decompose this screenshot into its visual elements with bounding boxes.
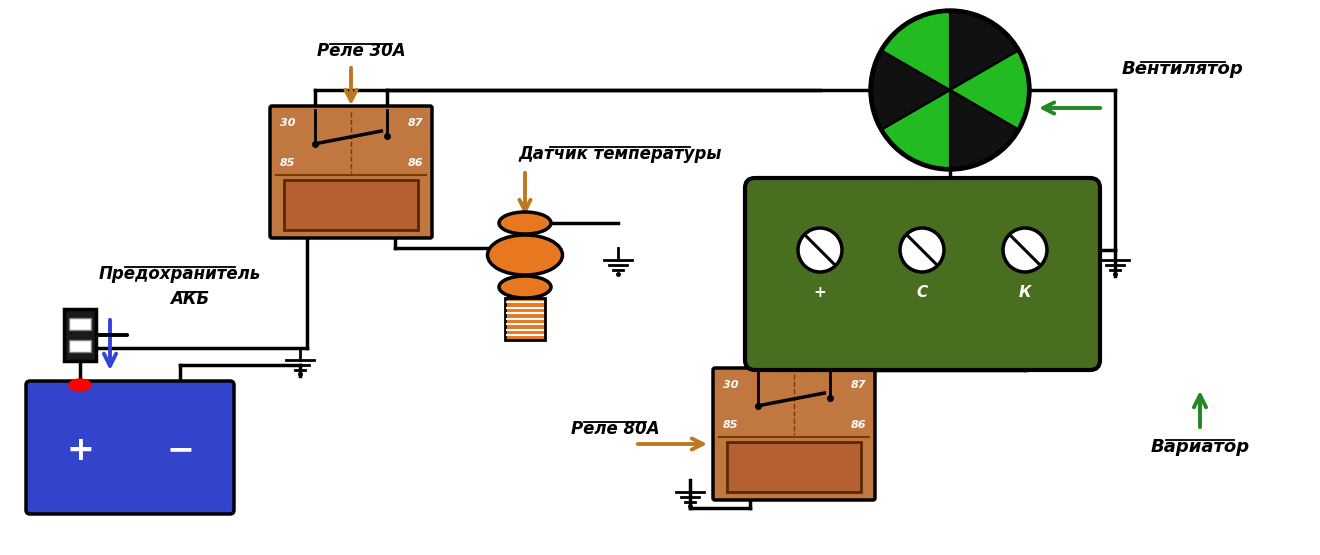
Ellipse shape xyxy=(69,379,91,391)
Text: С: С xyxy=(916,285,928,300)
Text: Реле 80А: Реле 80А xyxy=(570,420,659,437)
Text: +: + xyxy=(813,285,826,300)
Bar xyxy=(69,318,91,330)
Wedge shape xyxy=(883,90,950,168)
Text: 87: 87 xyxy=(408,118,424,128)
Bar xyxy=(727,442,861,492)
Text: 87: 87 xyxy=(851,380,866,390)
Text: 85: 85 xyxy=(280,158,296,168)
Ellipse shape xyxy=(499,212,550,234)
FancyBboxPatch shape xyxy=(26,381,234,514)
Ellipse shape xyxy=(499,276,550,298)
Text: 86: 86 xyxy=(851,420,866,430)
Wedge shape xyxy=(950,51,1028,129)
Circle shape xyxy=(869,9,1031,171)
Text: Реле 30А: Реле 30А xyxy=(317,42,405,60)
FancyBboxPatch shape xyxy=(744,178,1100,370)
Bar xyxy=(284,180,418,230)
FancyBboxPatch shape xyxy=(271,106,432,238)
Text: Датчик температуры: Датчик температуры xyxy=(519,145,722,163)
Text: 85: 85 xyxy=(723,420,738,430)
Circle shape xyxy=(799,228,842,272)
Text: −: − xyxy=(166,433,194,467)
Wedge shape xyxy=(950,90,1018,168)
Text: +: + xyxy=(66,433,94,467)
Text: Вентилятор: Вентилятор xyxy=(1122,60,1243,78)
Text: 30: 30 xyxy=(723,380,738,390)
FancyBboxPatch shape xyxy=(63,309,96,361)
Text: Вариатор: Вариатор xyxy=(1151,438,1250,456)
Text: Предохранитель: Предохранитель xyxy=(99,265,261,283)
Ellipse shape xyxy=(487,235,562,275)
Circle shape xyxy=(1003,228,1047,272)
Bar xyxy=(506,298,545,340)
Text: К: К xyxy=(1019,285,1031,300)
Circle shape xyxy=(900,228,944,272)
Text: 86: 86 xyxy=(408,158,424,168)
Wedge shape xyxy=(950,12,1018,90)
Text: АКБ: АКБ xyxy=(170,290,210,308)
Bar xyxy=(69,340,91,352)
FancyBboxPatch shape xyxy=(713,368,875,500)
Wedge shape xyxy=(883,12,950,90)
Text: 30: 30 xyxy=(280,118,296,128)
Wedge shape xyxy=(873,51,950,129)
